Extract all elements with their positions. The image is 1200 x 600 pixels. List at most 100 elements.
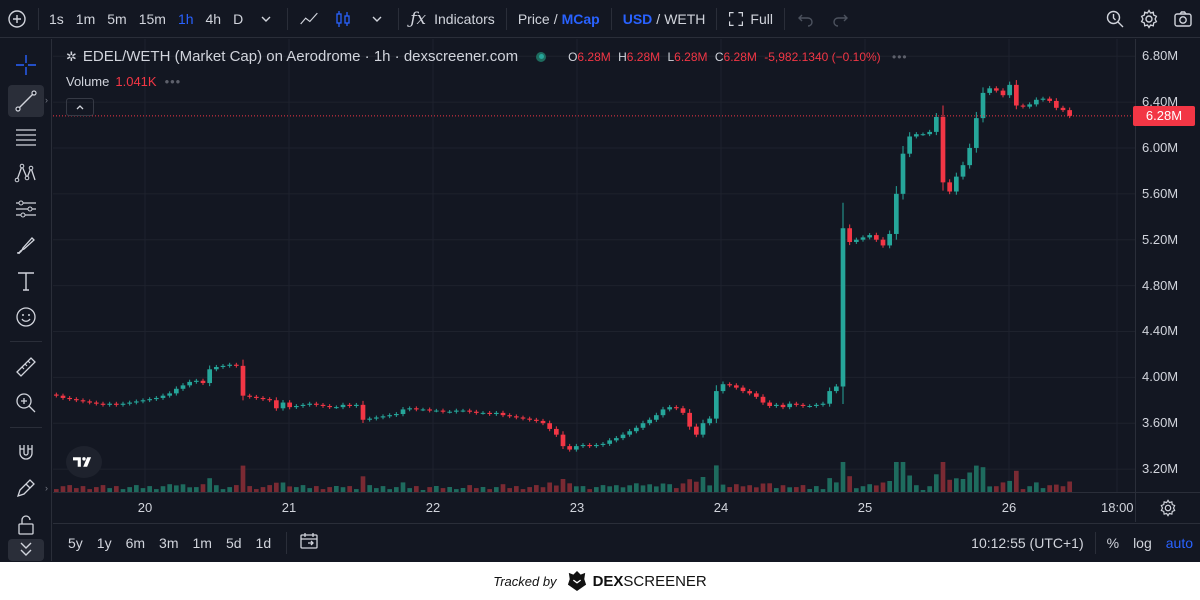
candle-body bbox=[900, 153, 906, 194]
range-3m[interactable]: 3m bbox=[159, 534, 179, 551]
candle-body bbox=[774, 404, 779, 406]
collapse-legend-button[interactable] bbox=[66, 98, 94, 116]
interval-1h[interactable]: 1h bbox=[177, 10, 194, 27]
candle-body bbox=[134, 401, 139, 403]
volume-bar bbox=[660, 483, 666, 492]
log-scale-toggle[interactable]: log bbox=[1133, 534, 1152, 551]
candle-body bbox=[1040, 98, 1046, 100]
add-symbol-button[interactable] bbox=[0, 0, 34, 38]
volume-bar bbox=[734, 484, 739, 492]
volume-more-icon[interactable]: ••• bbox=[164, 74, 182, 89]
timezone-clock[interactable]: 10:12:55 (UTC+1) bbox=[971, 534, 1084, 551]
candle-body bbox=[374, 417, 379, 419]
price-mcap-toggle[interactable]: Price / MCap bbox=[511, 0, 607, 38]
fullscreen-button[interactable]: Full bbox=[721, 0, 780, 38]
symbol-title: EDEL/WETH (Market Cap) on Aerodrome · 1h… bbox=[82, 48, 519, 65]
volume-bar bbox=[354, 489, 359, 492]
volume-bar bbox=[780, 485, 786, 492]
volume-bar bbox=[120, 489, 126, 492]
time-tick-label: 18:00 bbox=[1101, 500, 1134, 515]
legend-more-icon[interactable]: ••• bbox=[892, 49, 908, 64]
interval-5m[interactable]: 5m bbox=[107, 10, 127, 27]
range-5y[interactable]: 5y bbox=[68, 534, 83, 551]
brush-tool[interactable] bbox=[8, 229, 44, 261]
range-1d[interactable]: 1d bbox=[255, 534, 272, 551]
chart-type-dropdown[interactable] bbox=[360, 0, 394, 38]
emoji-tool[interactable] bbox=[8, 301, 44, 333]
indicators-button[interactable]: ƒx Indicators bbox=[403, 0, 502, 38]
chevron-up-icon bbox=[76, 105, 84, 110]
magnet-icon bbox=[19, 445, 33, 460]
stay-drawing-tool[interactable] bbox=[8, 473, 44, 505]
volume-bar bbox=[187, 487, 192, 492]
sidebar-more-button[interactable] bbox=[8, 539, 44, 561]
candle-chart-type-button[interactable] bbox=[326, 0, 360, 38]
volume-bar bbox=[634, 483, 639, 492]
volume-bar bbox=[767, 483, 772, 492]
crosshair-tool[interactable] bbox=[8, 49, 44, 81]
screenshot-button[interactable] bbox=[1166, 0, 1200, 38]
candle-body bbox=[520, 417, 526, 419]
text-tool[interactable] bbox=[8, 265, 44, 297]
goto-date-button[interactable] bbox=[295, 531, 323, 554]
candle-body bbox=[167, 393, 172, 396]
zoom-tool[interactable] bbox=[8, 387, 44, 419]
time-axis[interactable]: 20 21 22 23 24 25 26 18:00 bbox=[53, 492, 1135, 522]
undo-icon bbox=[797, 14, 813, 27]
current-price-value: 6.28M bbox=[1145, 108, 1183, 124]
percent-scale-toggle[interactable]: % bbox=[1106, 534, 1120, 551]
prediction-tool[interactable] bbox=[8, 193, 44, 225]
price-label: Price bbox=[517, 10, 550, 27]
tool-expand-arrow[interactable]: › bbox=[45, 483, 48, 493]
measure-tool[interactable] bbox=[8, 351, 44, 383]
auto-scale-toggle[interactable]: auto bbox=[1165, 534, 1193, 551]
magnet-tool[interactable] bbox=[8, 437, 44, 469]
interval-1s[interactable]: 1s bbox=[49, 10, 64, 27]
candle-body bbox=[754, 393, 759, 397]
line-chart-type-button[interactable] bbox=[292, 0, 326, 38]
price-chart[interactable] bbox=[53, 39, 1135, 492]
tradingview-logo[interactable] bbox=[66, 446, 102, 478]
candle-body bbox=[180, 385, 186, 389]
candle-body bbox=[460, 410, 466, 412]
undo-button[interactable] bbox=[789, 0, 823, 38]
quick-search-button[interactable] bbox=[1098, 0, 1132, 38]
chevron-down-icon bbox=[261, 16, 271, 22]
candle-body bbox=[354, 404, 359, 406]
rangebar-divider bbox=[286, 531, 288, 554]
volume-bar bbox=[600, 485, 606, 492]
interval-4h[interactable]: 4h bbox=[205, 10, 222, 27]
candle-body bbox=[1034, 99, 1039, 105]
candle-body bbox=[414, 408, 419, 410]
interval-15m[interactable]: 15m bbox=[138, 10, 166, 27]
usd-weth-toggle[interactable]: USD / WETH bbox=[616, 0, 713, 38]
range-5d[interactable]: 5d bbox=[225, 534, 242, 551]
redo-button[interactable] bbox=[823, 0, 857, 38]
interval-D[interactable]: D bbox=[233, 10, 244, 27]
price-tick-label: 6.00M bbox=[1142, 139, 1179, 155]
volume-bar bbox=[814, 486, 819, 492]
volume-bar bbox=[387, 489, 392, 492]
range-1m[interactable]: 1m bbox=[192, 534, 212, 551]
volume-bar bbox=[394, 487, 399, 492]
price-axis[interactable]: 6.80M 6.40M 6.00M 5.60M 5.20M 4.80M 4.40M 4.00M… bbox=[1133, 39, 1200, 492]
volume-bar bbox=[174, 485, 179, 492]
fib-tool[interactable] bbox=[8, 121, 44, 153]
range-6m[interactable]: 6m bbox=[125, 534, 146, 551]
range-1y[interactable]: 1y bbox=[96, 534, 112, 551]
candle-body bbox=[927, 131, 932, 135]
chart-settings-corner[interactable] bbox=[1135, 492, 1200, 522]
candle-body bbox=[914, 134, 919, 137]
lock-tool[interactable] bbox=[8, 509, 44, 541]
pattern-tool[interactable] bbox=[8, 157, 44, 189]
trend-line-tool[interactable] bbox=[8, 85, 44, 117]
toolbar-right-group bbox=[1098, 0, 1200, 38]
tool-expand-arrow[interactable]: › bbox=[45, 95, 48, 105]
full-label: Full bbox=[750, 10, 773, 27]
interval-1m[interactable]: 1m bbox=[75, 10, 96, 27]
candle-body bbox=[474, 411, 479, 413]
candle-body bbox=[174, 388, 179, 394]
settings-button[interactable] bbox=[1132, 0, 1166, 38]
tracked-by-footer[interactable]: Tracked by DEX SCREENER bbox=[0, 562, 1200, 600]
interval-dropdown-button[interactable] bbox=[249, 0, 283, 38]
